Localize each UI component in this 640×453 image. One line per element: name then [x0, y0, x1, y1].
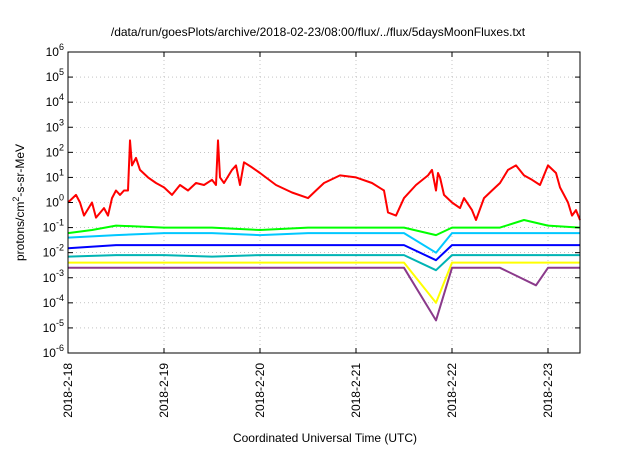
- series-line: [67, 219, 581, 237]
- series-line: [67, 232, 580, 254]
- y-tick-exponent: -3: [56, 268, 64, 278]
- grid-lines: [68, 52, 580, 353]
- y-tick-base: 10: [43, 321, 57, 335]
- series-line: [68, 266, 580, 322]
- chart-title: /data/run/goesPlots/archive/2018-02-23/0…: [111, 25, 526, 39]
- series-line: [68, 261, 580, 304]
- y-tick-label: 10-4: [43, 293, 64, 310]
- y-tick-label: 10-1: [43, 218, 64, 235]
- y-tick-label: 103: [46, 117, 64, 134]
- y-tick-base: 10: [46, 145, 60, 159]
- y-axis-label-prefix: protons/cm: [13, 202, 27, 261]
- y-tick-exponent: 3: [59, 117, 64, 127]
- y-tick-exponent: 2: [59, 142, 64, 152]
- x-axis-ticks: 2018-2-18 2018-2-19 2018-2-20 2018-2-21 2018…: [61, 52, 555, 418]
- x-tick-label: 2018-2-19: [157, 363, 171, 418]
- y-tick-exponent: 4: [59, 92, 64, 102]
- y-tick-label: 101: [46, 167, 64, 184]
- y-tick-base: 10: [46, 170, 60, 184]
- y-axis-label-suffix: -s-sr-MeV: [13, 144, 27, 197]
- y-tick-label: 10-5: [43, 318, 64, 335]
- y-tick-exponent: -4: [56, 293, 64, 303]
- y-tick-base: 10: [46, 120, 60, 134]
- y-tick-exponent: 5: [59, 67, 64, 77]
- y-tick-exponent: 0: [59, 193, 64, 203]
- x-tick-label: 2018-2-18: [61, 363, 75, 418]
- y-tick-label: 10-2: [43, 243, 64, 260]
- x-tick-label: 2018-2-23: [541, 363, 555, 418]
- x-tick-label: 2018-2-20: [253, 363, 267, 418]
- y-tick-exponent: -1: [56, 218, 64, 228]
- y-tick-exponent: 6: [59, 42, 64, 52]
- series-line: [67, 244, 580, 262]
- y-tick-exponent: -2: [56, 243, 64, 253]
- y-tick-base: 10: [46, 196, 60, 210]
- series-line: [67, 139, 581, 221]
- x-tick-label: 2018-2-21: [349, 363, 363, 418]
- y-axis-ticks: 10-610-510-410-310-210-11001011021031041…: [43, 42, 580, 360]
- y-tick-label: 105: [46, 67, 64, 84]
- y-tick-exponent: 1: [59, 167, 64, 177]
- y-tick-label: 104: [46, 92, 64, 109]
- y-axis-label-sup: 2: [11, 197, 21, 202]
- y-tick-base: 10: [43, 346, 57, 360]
- y-tick-base: 10: [43, 271, 57, 285]
- y-tick-base: 10: [43, 221, 57, 235]
- y-tick-base: 10: [43, 296, 57, 310]
- series-line: [67, 254, 580, 272]
- y-tick-base: 10: [46, 70, 60, 84]
- y-tick-exponent: -6: [56, 343, 64, 353]
- y-tick-label: 100: [46, 193, 64, 210]
- series-layer: [67, 139, 581, 322]
- y-tick-label: 10-3: [43, 268, 64, 285]
- x-tick-label: 2018-2-22: [445, 363, 459, 418]
- y-axis-label: protons/cm2-s-sr-MeV: [11, 144, 27, 261]
- y-tick-base: 10: [43, 246, 57, 260]
- y-tick-base: 10: [46, 95, 60, 109]
- y-tick-base: 10: [46, 45, 60, 59]
- y-tick-label: 10-6: [43, 343, 64, 360]
- y-tick-label: 106: [46, 42, 64, 59]
- x-axis-label: Coordinated Universal Time (UTC): [233, 431, 417, 445]
- y-tick-exponent: -5: [56, 318, 64, 328]
- y-tick-label: 102: [46, 142, 64, 159]
